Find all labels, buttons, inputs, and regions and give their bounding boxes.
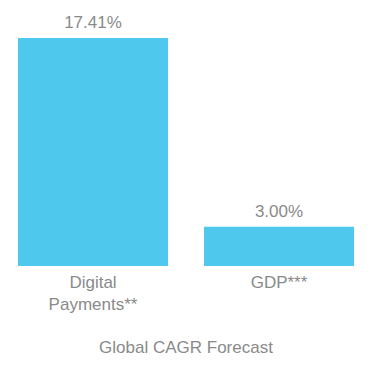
html-text:Global CAGR Forecast: Global CAGR Forecast (99, 338, 273, 357)
svg-text:GDP***: GDP*** (251, 273, 308, 292)
svg-text:3.00%: 3.00% (255, 202, 303, 221)
svg-text:DigitalPayments**: DigitalPayments** (49, 273, 138, 314)
svg-text:17.41%: 17.41% (64, 13, 122, 32)
